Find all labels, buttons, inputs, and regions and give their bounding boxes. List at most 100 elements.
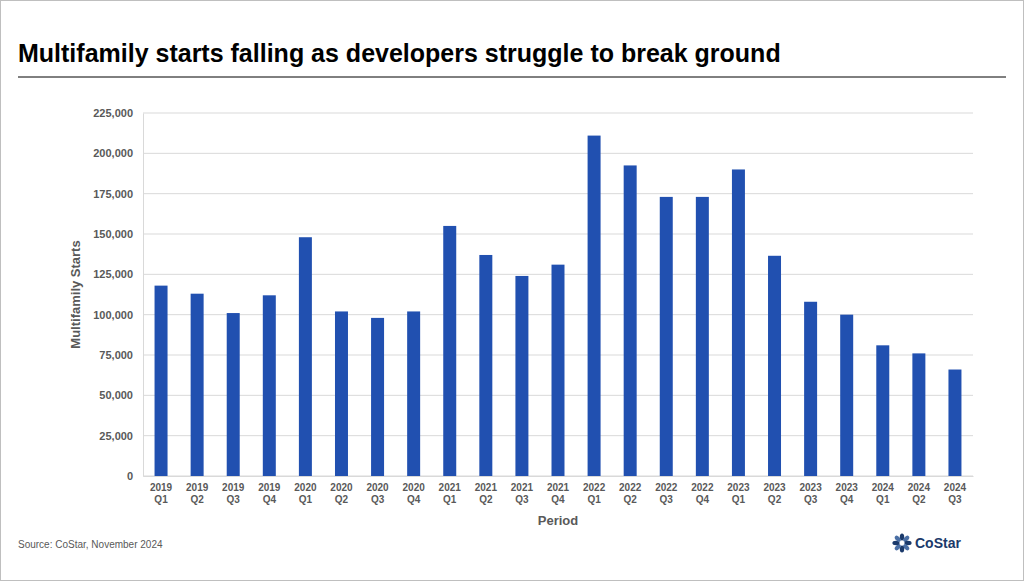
y-tick-label: 25,000 <box>99 430 133 442</box>
x-tick-label-line: 2021 <box>439 482 462 493</box>
logo-petal <box>894 535 902 543</box>
x-tick: 2019Q2 <box>186 476 209 505</box>
bar <box>876 345 889 476</box>
y-tick-label: 0 <box>127 470 133 482</box>
x-axis-title: Period <box>538 513 579 528</box>
x-tick: 2020Q1 <box>294 476 317 505</box>
x-tick-label-line: Q3 <box>948 494 962 505</box>
y-tick-label: 50,000 <box>99 389 133 401</box>
bar <box>840 315 853 476</box>
x-tick-label-line: Q3 <box>804 494 818 505</box>
x-tick-label-line: 2022 <box>619 482 642 493</box>
x-tick-label-line: Q1 <box>587 494 601 505</box>
x-axis: 2019Q12019Q22019Q32019Q42020Q12020Q22020… <box>144 476 974 505</box>
x-tick: 2019Q1 <box>150 476 173 505</box>
y-tick-label: 200,000 <box>93 147 133 159</box>
bar <box>371 318 384 476</box>
logo: CoStar <box>892 533 961 552</box>
x-tick-label: 2019Q4 <box>258 482 281 505</box>
bar <box>804 302 817 476</box>
x-tick: 2023Q4 <box>836 476 859 505</box>
x-tick-label-line: Q4 <box>263 494 277 505</box>
y-tick: 100,000 <box>93 309 143 321</box>
grid <box>143 113 973 476</box>
bar <box>768 256 781 476</box>
y-tick: 125,000 <box>93 268 143 280</box>
x-tick: 2022Q1 <box>583 476 606 505</box>
x-tick-label-line: Q2 <box>335 494 349 505</box>
y-tick: 175,000 <box>93 188 143 200</box>
y-tick-label: 125,000 <box>93 268 133 280</box>
y-tick: 50,000 <box>99 389 143 401</box>
x-tick: 2024Q2 <box>908 476 931 505</box>
x-tick-label: 2019Q2 <box>186 482 209 505</box>
x-tick-label: 2023Q3 <box>799 482 822 505</box>
x-tick-label-line: Q2 <box>912 494 926 505</box>
x-tick-label-line: 2022 <box>583 482 606 493</box>
x-tick: 2023Q3 <box>799 476 822 505</box>
x-tick-label: 2024Q2 <box>908 482 931 505</box>
x-tick-label-line: 2023 <box>727 482 750 493</box>
x-tick-label-line: 2021 <box>511 482 534 493</box>
x-tick-label: 2021Q4 <box>547 482 570 505</box>
y-tick-label: 100,000 <box>93 309 133 321</box>
bar <box>479 255 492 476</box>
x-tick-label-line: Q2 <box>479 494 493 505</box>
bar <box>407 311 420 476</box>
x-tick-label-line: 2021 <box>475 482 498 493</box>
x-tick-label-line: Q1 <box>154 494 168 505</box>
x-tick-label: 2019Q3 <box>222 482 245 505</box>
x-tick-label-line: 2023 <box>799 482 822 493</box>
x-tick-label-line: 2024 <box>908 482 931 493</box>
x-tick-label-line: Q3 <box>371 494 385 505</box>
grid-line <box>143 234 973 235</box>
x-tick-label: 2019Q1 <box>150 482 173 505</box>
x-tick: 2019Q3 <box>222 476 245 505</box>
bar <box>696 197 709 476</box>
x-tick: 2022Q3 <box>655 476 678 505</box>
x-tick-label-line: 2021 <box>547 482 570 493</box>
x-tick: 2024Q3 <box>944 476 967 505</box>
y-tick: 25,000 <box>99 430 143 442</box>
x-tick: 2023Q2 <box>763 476 786 505</box>
bar <box>912 353 925 476</box>
x-tick-label-line: Q4 <box>840 494 854 505</box>
y-axis-line <box>143 114 144 477</box>
x-tick-label-line: 2022 <box>655 482 678 493</box>
x-tick-label-line: 2019 <box>258 482 281 493</box>
bar <box>624 165 637 476</box>
x-axis-line <box>144 476 974 477</box>
y-tick: 0 <box>127 470 143 482</box>
x-tick-label: 2022Q3 <box>655 482 678 505</box>
x-tick-label-line: 2020 <box>366 482 389 493</box>
x-tick-label-line: Q3 <box>660 494 674 505</box>
x-tick-label: 2024Q1 <box>872 482 895 505</box>
x-tick-label-line: 2019 <box>186 482 209 493</box>
x-tick-label: 2022Q4 <box>691 482 714 505</box>
bar <box>191 294 204 476</box>
bar <box>515 276 528 476</box>
y-axis-title: Multifamily Starts <box>68 240 83 348</box>
y-tick-label: 150,000 <box>93 228 133 240</box>
x-tick: 2021Q3 <box>511 476 534 505</box>
chart: Multifamily starts falling as developers… <box>0 0 1024 581</box>
x-tick-label-line: 2020 <box>403 482 426 493</box>
x-tick-label-line: Q2 <box>624 494 638 505</box>
bar <box>299 237 312 476</box>
x-tick: 2021Q2 <box>475 476 498 505</box>
x-tick-label-line: Q1 <box>299 494 313 505</box>
x-tick-label-line: Q4 <box>551 494 565 505</box>
x-tick-label-line: Q2 <box>768 494 782 505</box>
bar <box>732 169 745 476</box>
bar <box>155 286 168 476</box>
x-tick-label-line: Q1 <box>732 494 746 505</box>
x-tick: 2024Q1 <box>872 476 895 505</box>
x-tick-label: 2021Q2 <box>475 482 498 505</box>
x-tick: 2020Q3 <box>366 476 389 505</box>
y-tick-label: 175,000 <box>93 188 133 200</box>
x-tick-label: 2024Q3 <box>944 482 967 505</box>
bars <box>155 136 962 476</box>
grid-line <box>143 153 973 154</box>
y-tick: 150,000 <box>93 228 143 240</box>
bar <box>335 311 348 476</box>
